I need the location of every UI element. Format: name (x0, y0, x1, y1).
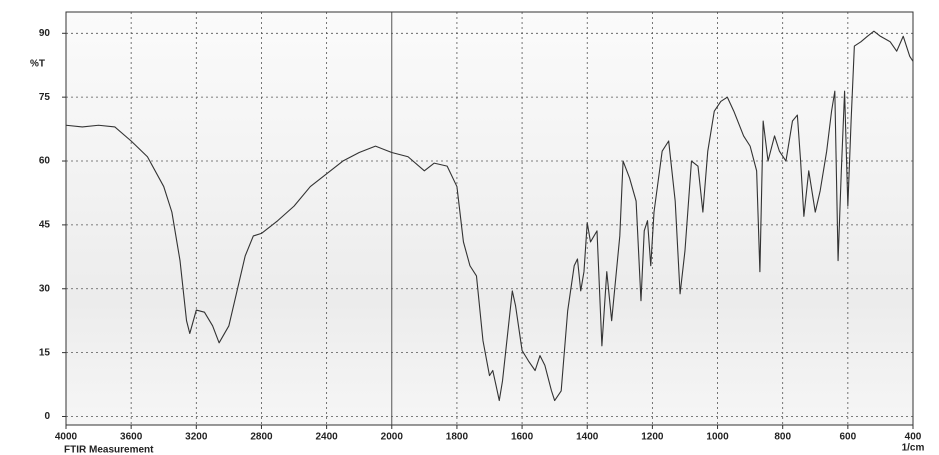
y-tick-label: 75 (39, 92, 51, 103)
x-tick-label: 3600 (120, 432, 143, 443)
x-tick-label: 1800 (446, 432, 469, 443)
x-tick-label: 1000 (706, 432, 729, 443)
footer-note: FTIR Measurement (64, 445, 154, 455)
x-tick-label: 4000 (55, 432, 78, 443)
y-tick-label: 45 (39, 220, 51, 231)
y-tick-label: 0 (44, 411, 50, 422)
y-tick-label: 90 (39, 28, 51, 39)
spectrum-line (65, 30, 914, 402)
x-tick-label: 1400 (576, 432, 599, 443)
y-axis-label: %T (30, 59, 45, 70)
x-tick-label: 1200 (641, 432, 664, 443)
x-tick-label: 600 (840, 432, 857, 443)
x-tick-label: 3200 (185, 432, 208, 443)
x-tick-label: 2800 (250, 432, 273, 443)
x-tick-label: 800 (774, 432, 791, 443)
y-tick-label: 15 (39, 347, 51, 358)
y-tick-label: 60 (39, 156, 51, 167)
marks (65, 30, 914, 402)
x-axis-label: 1/cm (902, 443, 925, 454)
y-tick-label: 30 (39, 283, 51, 294)
x-tick-label: 2400 (315, 432, 338, 443)
plot-frame (65, 11, 914, 426)
x-tick-label: 1600 (511, 432, 534, 443)
x-tick-label: 2000 (381, 432, 404, 443)
x-tick-label: 400 (905, 432, 922, 443)
plot-area (66, 12, 913, 425)
